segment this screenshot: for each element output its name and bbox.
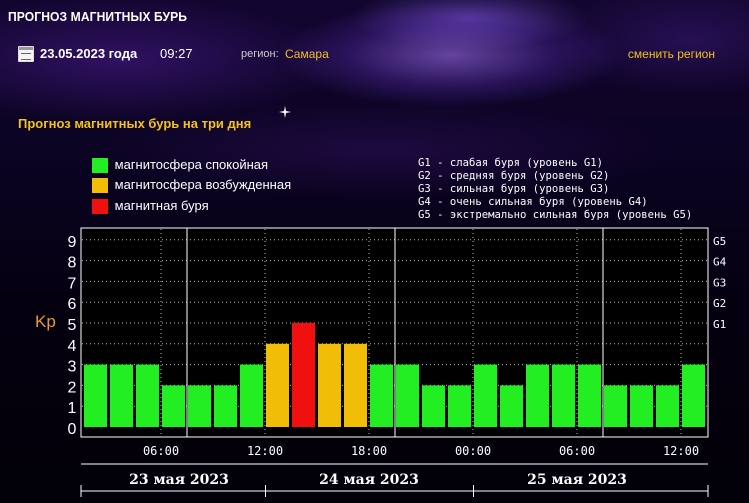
kp-bar (422, 385, 445, 427)
current-date: 23.05.2023 года (40, 46, 138, 61)
y-axis-label: Kp (35, 312, 56, 331)
x-tick-label: 06:00 (559, 444, 595, 458)
legend-label-calm: магнитосфера спокойная (114, 157, 269, 172)
kp-bar (630, 385, 653, 427)
kp-bar (526, 364, 549, 427)
y-tick-label: 8 (68, 255, 77, 272)
kp-bar (396, 364, 419, 427)
day-label: 25 мая 2023 (527, 472, 627, 488)
x-tick-label: 00:00 (455, 444, 491, 458)
g-tick-label: G2 (713, 297, 726, 310)
g-level-4: G4 - очень сильная буря (уровень G4) (418, 196, 648, 208)
g-level-2: G2 - средняя буря (уровень G2) (418, 170, 610, 182)
region-value: Самара (285, 47, 329, 61)
kp-bar (682, 364, 705, 427)
y-tick-label: 6 (68, 296, 77, 313)
x-tick-label: 18:00 (351, 444, 387, 458)
y-tick-label: 9 (68, 234, 77, 251)
page-title: ПРОГНОЗ МАГНИТНЫХ БУРЬ (8, 9, 188, 24)
x-tick-label: 12:00 (663, 444, 699, 458)
kp-bar (240, 364, 263, 427)
y-tick-label: 0 (68, 421, 77, 438)
kp-bar (344, 343, 367, 427)
g-tick-label: G1 (713, 318, 726, 331)
section-title: Прогноз магнитных бурь на три дня (18, 116, 252, 131)
x-tick-label: 12:00 (247, 444, 283, 458)
y-tick-label: 1 (68, 400, 77, 417)
kp-bar (84, 364, 107, 427)
day-label: 23 мая 2023 (129, 472, 229, 488)
kp-bar (136, 364, 159, 427)
kp-bar (500, 385, 523, 427)
legend-item-storm: магнитная буря (92, 198, 209, 215)
change-region-link[interactable]: сменить регион (627, 47, 715, 61)
y-tick-label: 4 (68, 338, 77, 355)
legend-label-storm: магнитная буря (114, 198, 209, 213)
kp-bar (604, 385, 627, 427)
star-icon (279, 106, 291, 118)
kp-bar (552, 364, 575, 427)
current-time: 09:27 (160, 46, 193, 61)
kp-bar (292, 323, 315, 427)
kp-bar (656, 385, 679, 427)
legend-swatch-calm (92, 158, 108, 174)
kp-bar (448, 385, 471, 427)
legend-item-calm: магнитосфера спокойная (92, 157, 269, 174)
legend-item-excited: магнитосфера возбужденная (92, 177, 292, 194)
storm-level-legend: G1 - слабая буря (уровень G1) G2 - средн… (418, 157, 692, 222)
y-tick-label: 5 (68, 317, 77, 334)
kp-bar (214, 385, 237, 427)
kp-bar (578, 364, 601, 427)
legend-swatch-storm (92, 199, 108, 215)
kp-bar (318, 343, 341, 427)
legend-swatch-excited (92, 178, 108, 194)
kp-bar (188, 385, 211, 427)
legend-label-excited: магнитосфера возбужденная (114, 177, 292, 192)
g-tick-label: G4 (713, 256, 727, 269)
kp-bar (162, 385, 185, 427)
x-tick-label: 06:00 (143, 444, 179, 458)
calendar-icon (18, 46, 34, 62)
kp-bar (474, 364, 497, 427)
day-label: 24 мая 2023 (319, 472, 419, 488)
g-tick-label: G3 (713, 276, 726, 289)
g-level-5: G5 - экстремально сильная буря (уровень … (418, 209, 693, 221)
y-tick-label: 2 (68, 379, 77, 396)
kp-bar (266, 343, 289, 427)
y-tick-label: 7 (68, 275, 77, 292)
kp-bar (110, 364, 133, 427)
region-label: регион: (241, 48, 279, 60)
kp-bar (370, 364, 393, 427)
g-level-3: G3 - сильная буря (уровень G3) (418, 183, 610, 195)
g-level-1: G1 - слабая буря (уровень G1) (418, 157, 603, 169)
g-tick-label: G5 (713, 235, 726, 248)
y-tick-label: 3 (68, 359, 77, 376)
